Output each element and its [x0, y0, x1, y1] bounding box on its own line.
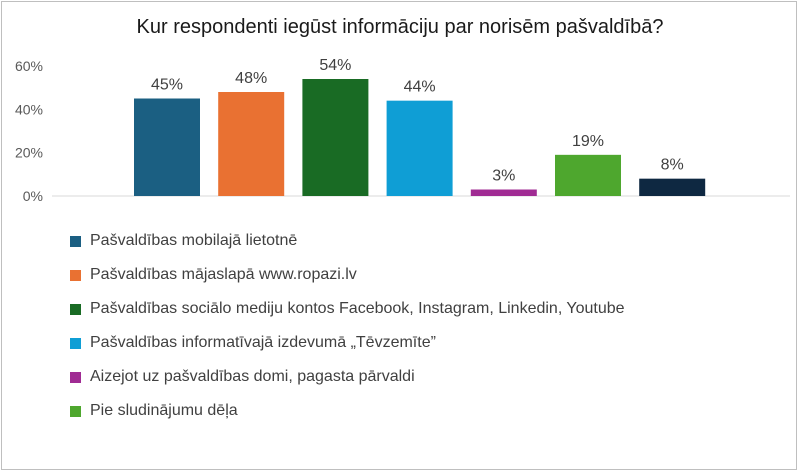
- data-label: 3%: [492, 168, 515, 185]
- data-label: 48%: [235, 70, 267, 87]
- legend-item: Pašvaldības mājaslapā www.ropazi.lv: [70, 258, 625, 292]
- data-label: 45%: [151, 77, 183, 94]
- bar: [134, 98, 200, 196]
- legend-swatch: [70, 405, 81, 417]
- bar: [555, 154, 621, 196]
- y-tick-label: 60%: [15, 58, 43, 74]
- legend-label: Pašvaldības informatīvajā izdevumā „Tēvz…: [90, 334, 436, 351]
- chart-legend: Pašvaldības mobilajā lietotnē Pašvaldības…: [70, 224, 625, 428]
- y-tick-label: 40%: [15, 101, 43, 117]
- bar: [302, 79, 369, 196]
- legend-label: Pie sludinājumu dēļa: [90, 402, 238, 419]
- bar: [386, 100, 453, 196]
- bar: [639, 178, 706, 196]
- legend-swatch: [70, 303, 81, 315]
- legend-item: Pašvaldības mobilajā lietotnē: [70, 224, 625, 258]
- legend-item: Pie sludinājumu dēļa: [70, 394, 625, 428]
- legend-swatch: [70, 337, 81, 349]
- y-tick-label: 20%: [15, 145, 43, 161]
- bar: [470, 189, 537, 196]
- legend-item: Pašvaldības sociālo mediju kontos Facebo…: [70, 292, 625, 326]
- legend-swatch: [70, 371, 81, 383]
- data-label: 44%: [404, 79, 436, 96]
- bar: [218, 92, 285, 196]
- chart-title: Kur respondenti iegūst informāciju par n…: [136, 16, 664, 38]
- legend-label: Pašvaldības mobilajā lietotnē: [90, 232, 298, 249]
- legend-item: Aizejot uz pašvaldības domi, pagasta pār…: [70, 360, 625, 394]
- legend-swatch: [70, 269, 81, 281]
- data-label: 54%: [319, 57, 351, 74]
- legend-label: Pašvaldības sociālo mediju kontos Facebo…: [90, 300, 625, 317]
- legend-item: Pašvaldības informatīvajā izdevumā „Tēvz…: [70, 326, 625, 360]
- legend-label: Pašvaldības mājaslapā www.ropazi.lv: [90, 266, 357, 283]
- data-label: 19%: [572, 133, 604, 150]
- y-tick-label: 0%: [23, 188, 43, 204]
- legend-label: Aizejot uz pašvaldības domi, pagasta pār…: [90, 368, 415, 385]
- legend-swatch: [70, 235, 81, 247]
- data-label: 8%: [661, 157, 684, 174]
